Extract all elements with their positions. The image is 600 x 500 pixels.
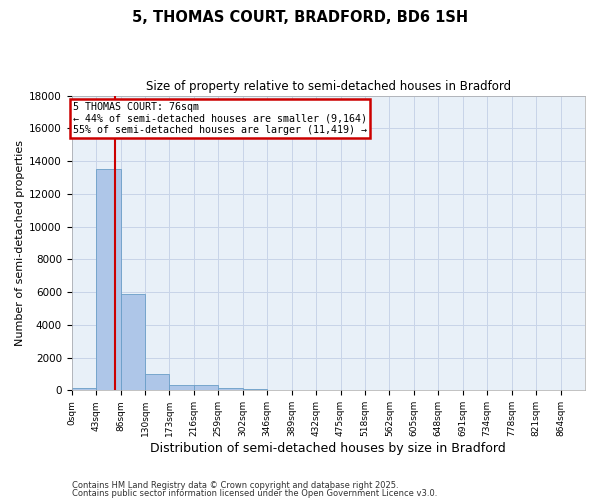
Text: 5, THOMAS COURT, BRADFORD, BD6 1SH: 5, THOMAS COURT, BRADFORD, BD6 1SH [132, 10, 468, 25]
Bar [145, 374, 169, 390]
Bar [71, 388, 96, 390]
Y-axis label: Number of semi-detached properties: Number of semi-detached properties [15, 140, 25, 346]
Text: Contains HM Land Registry data © Crown copyright and database right 2025.: Contains HM Land Registry data © Crown c… [72, 481, 398, 490]
Bar [243, 388, 267, 390]
Bar [169, 384, 194, 390]
Bar [96, 170, 121, 390]
Bar [218, 388, 243, 390]
Bar [121, 294, 145, 390]
X-axis label: Distribution of semi-detached houses by size in Bradford: Distribution of semi-detached houses by … [151, 442, 506, 455]
Title: Size of property relative to semi-detached houses in Bradford: Size of property relative to semi-detach… [146, 80, 511, 93]
Text: Contains public sector information licensed under the Open Government Licence v3: Contains public sector information licen… [72, 488, 437, 498]
Bar [194, 386, 218, 390]
Text: 5 THOMAS COURT: 76sqm
← 44% of semi-detached houses are smaller (9,164)
55% of s: 5 THOMAS COURT: 76sqm ← 44% of semi-deta… [73, 102, 367, 136]
